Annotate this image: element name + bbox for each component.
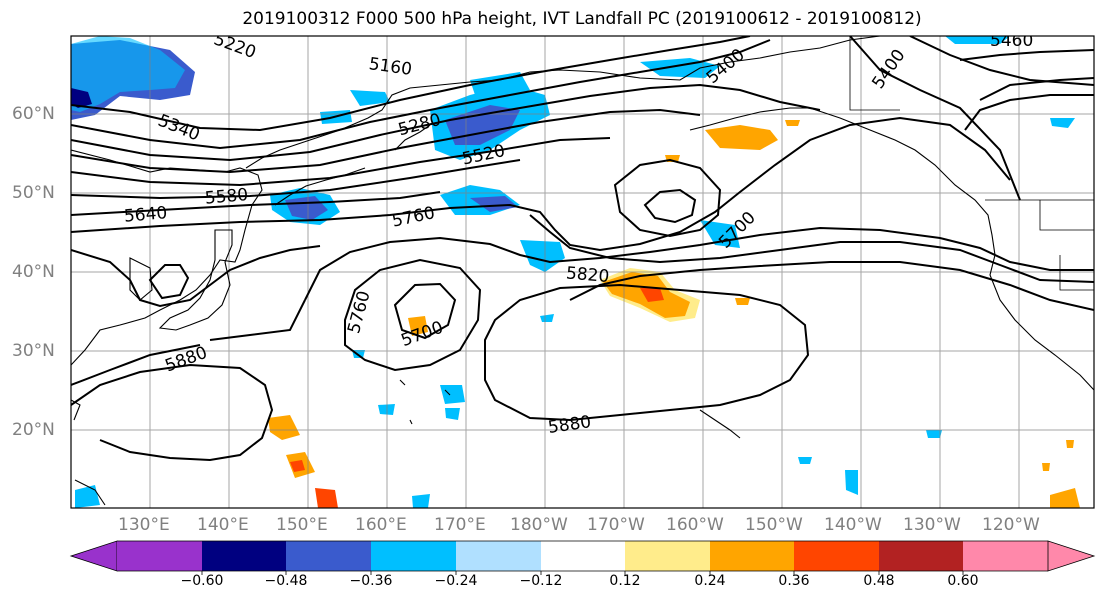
lat-label: 40°N [12, 262, 55, 282]
lon-label: 180°W [510, 515, 568, 535]
map-title: 2019100312 F000 500 hPa height, IVT Land… [242, 9, 922, 29]
colorbar-tick-label: 0.60 [947, 573, 979, 589]
lon-label: 170°W [587, 515, 645, 535]
colorbar-tick-label: 0.48 [863, 573, 895, 589]
colorbar-tick-label: −0.24 [434, 573, 478, 589]
graticule [71, 36, 1094, 508]
lon-label: 160°E [355, 515, 407, 535]
map-content: 5220 5160 5400 5460 5400 5280 5340 5520 … [71, 29, 1094, 508]
lon-label: 140°W [824, 515, 882, 535]
contour-label: 5760 [390, 203, 436, 232]
contour-label: 5880 [547, 412, 593, 438]
contour-label: 5400 [868, 46, 909, 93]
lat-label: 60°N [12, 104, 55, 124]
ivt-positive-shading [268, 120, 1080, 508]
lon-label: 120°W [982, 515, 1040, 535]
contour-label: 5340 [155, 111, 203, 146]
lon-label: 140°E [197, 515, 249, 535]
colorbar [69, 540, 1096, 575]
lat-label: 50°N [12, 183, 55, 203]
lon-label: 130°E [118, 515, 170, 535]
lon-label: 160°W [666, 515, 724, 535]
contour-label-group: 5220 5160 5400 5460 5400 5280 5340 5520 … [123, 29, 1033, 438]
political-borders [849, 36, 1094, 291]
lon-label: 170°E [434, 515, 486, 535]
colorbar-tick-label: 0.36 [778, 573, 810, 589]
colorbar-tick-label: −0.36 [349, 573, 393, 589]
contour-label: 5820 [565, 263, 610, 287]
lon-label: 150°W [745, 515, 803, 535]
colorbar-tick-label: −0.48 [264, 573, 308, 589]
colorbar-extend-high [1047, 540, 1096, 572]
contour-label: 5460 [990, 31, 1033, 51]
contour-label: 5580 [204, 185, 249, 209]
contour-label: 5640 [123, 203, 168, 227]
lat-label: 20°N [12, 420, 55, 440]
colorbar-tick-label: 0.12 [609, 573, 641, 589]
lon-label: 130°W [903, 515, 961, 535]
contour-label: 5160 [368, 54, 414, 80]
colorbar-tick-label: −0.60 [180, 573, 224, 589]
colorbar-extend-low [69, 540, 118, 572]
colorbar-tick-label: 0.24 [694, 573, 726, 589]
colorbar-tick-label: −0.12 [519, 573, 563, 589]
height-contours [71, 36, 1094, 462]
lat-label: 30°N [12, 341, 55, 361]
map-frame [70, 35, 1095, 509]
lon-label: 150°E [276, 515, 328, 535]
contour-label: 5760 [344, 289, 375, 336]
contour-label: 5220 [211, 29, 258, 63]
